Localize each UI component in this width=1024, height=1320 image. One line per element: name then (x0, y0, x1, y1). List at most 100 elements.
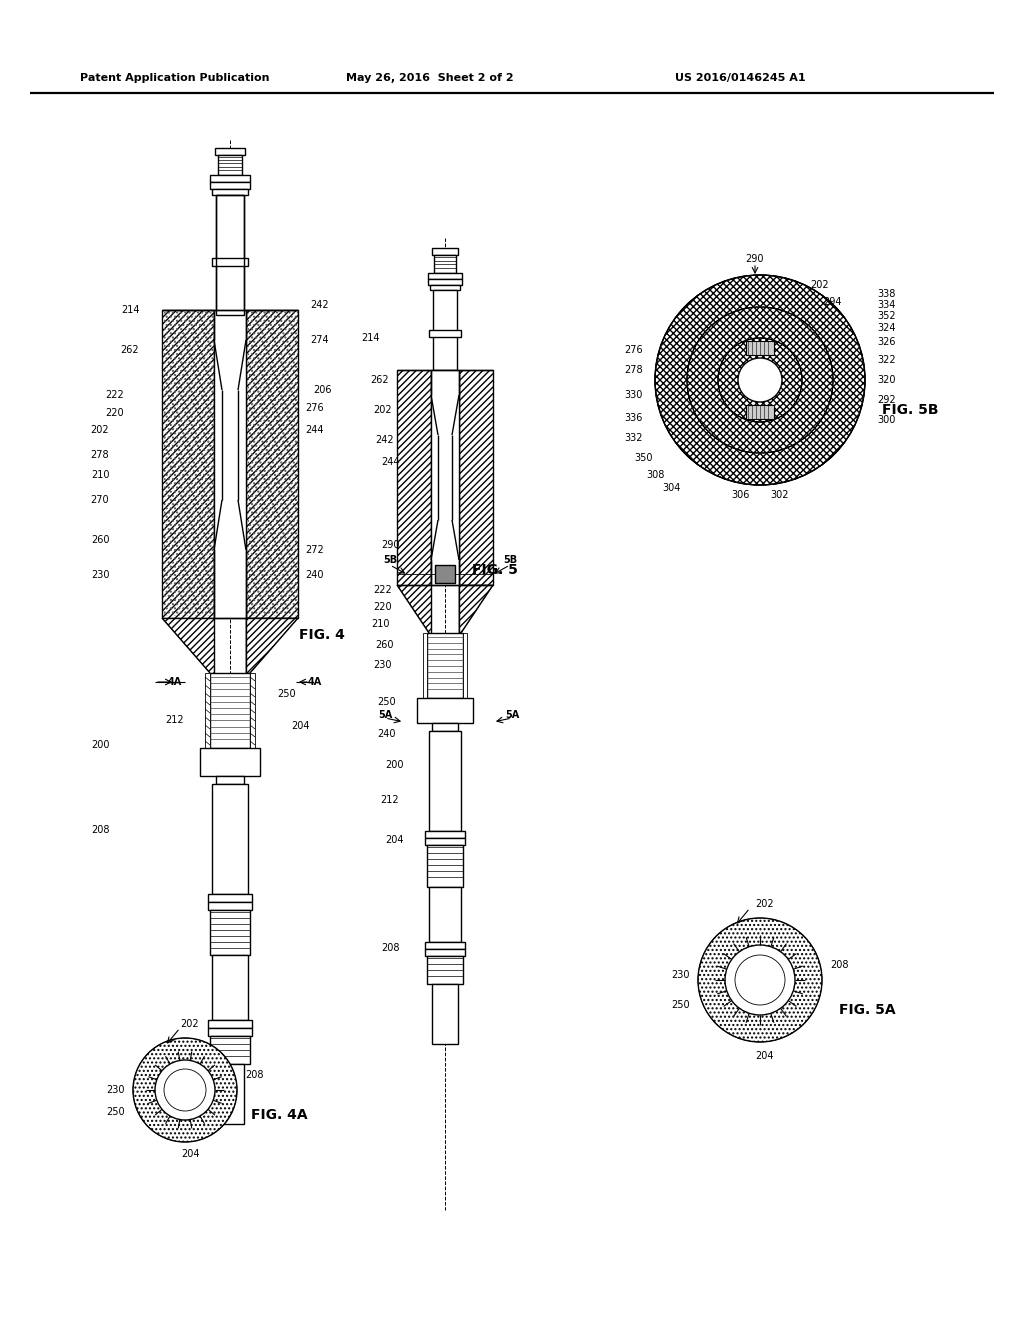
Text: US 2016/0146245 A1: US 2016/0146245 A1 (675, 73, 805, 83)
Text: 204: 204 (756, 1051, 774, 1061)
Circle shape (155, 1060, 215, 1119)
Text: 250: 250 (672, 1001, 690, 1010)
Bar (417, 698, 473, 723)
Bar (210, 176, 250, 182)
Text: 302: 302 (771, 490, 790, 500)
Bar (216, 1064, 244, 1125)
Circle shape (133, 1038, 237, 1142)
Text: 5A: 5A (378, 710, 392, 719)
Bar (432, 983, 458, 1044)
Text: 260: 260 (91, 535, 110, 545)
Text: 324: 324 (877, 323, 896, 333)
Bar (459, 370, 493, 585)
Circle shape (164, 1069, 206, 1111)
Text: 334: 334 (877, 300, 895, 310)
Text: 210: 210 (372, 619, 390, 630)
Bar (200, 748, 260, 776)
Text: 276: 276 (306, 403, 325, 413)
Text: 278: 278 (625, 366, 643, 375)
Text: 250: 250 (106, 1107, 125, 1117)
Bar (427, 845, 463, 887)
Text: 202: 202 (756, 899, 774, 909)
Bar (425, 949, 465, 956)
Text: FIG. 5: FIG. 5 (472, 564, 518, 577)
Text: 294: 294 (822, 297, 842, 308)
Text: 336: 336 (625, 413, 643, 422)
Text: 208: 208 (830, 960, 849, 970)
Text: 262: 262 (371, 375, 389, 385)
Bar (427, 956, 463, 983)
Bar (246, 310, 298, 618)
Text: 278: 278 (91, 450, 110, 459)
Bar (425, 832, 465, 838)
Text: 290: 290 (745, 253, 764, 264)
Text: 338: 338 (877, 289, 895, 300)
Text: FIG. 5A: FIG. 5A (839, 1003, 895, 1016)
Bar (210, 673, 250, 748)
Text: 210: 210 (91, 470, 110, 480)
Bar (208, 902, 252, 909)
Text: 242: 242 (376, 436, 394, 445)
Bar (212, 954, 248, 1020)
Bar (246, 310, 298, 618)
Text: 5A: 5A (505, 710, 519, 719)
Bar (164, 312, 214, 616)
Bar (397, 370, 431, 585)
Bar (210, 1036, 250, 1064)
Bar (208, 1020, 252, 1028)
Text: 250: 250 (378, 697, 396, 708)
Text: 202: 202 (180, 1019, 200, 1030)
Text: 222: 222 (374, 585, 392, 595)
Bar (428, 279, 462, 285)
Text: 204: 204 (386, 836, 404, 845)
Text: 260: 260 (376, 640, 394, 649)
Text: FIG. 4A: FIG. 4A (251, 1107, 307, 1122)
Text: May 26, 2016  Sheet 2 of 2: May 26, 2016 Sheet 2 of 2 (346, 73, 514, 83)
Text: 222: 222 (105, 389, 124, 400)
Text: FIG. 4: FIG. 4 (299, 628, 345, 642)
Bar (423, 634, 427, 698)
Bar (427, 634, 463, 698)
Text: 204: 204 (291, 721, 309, 731)
Text: 4A: 4A (168, 677, 182, 686)
Text: 202: 202 (91, 425, 110, 436)
Text: 212: 212 (381, 795, 399, 805)
Bar (425, 942, 465, 949)
Bar (434, 255, 456, 273)
Bar (397, 370, 431, 585)
Text: 4A: 4A (308, 677, 323, 686)
Text: 220: 220 (105, 408, 124, 418)
Text: 242: 242 (310, 300, 330, 310)
Bar (216, 195, 244, 315)
Bar (208, 894, 252, 902)
Text: 200: 200 (386, 760, 404, 770)
Bar (746, 341, 774, 355)
Bar (212, 784, 248, 894)
Text: 304: 304 (663, 483, 681, 492)
Text: 276: 276 (625, 345, 643, 355)
Bar (459, 370, 493, 585)
Text: 250: 250 (278, 689, 296, 700)
Text: 308: 308 (646, 470, 665, 480)
Text: 292: 292 (877, 395, 896, 405)
Text: 230: 230 (672, 970, 690, 979)
Bar (432, 723, 458, 731)
Text: 244: 244 (306, 425, 325, 436)
Bar (205, 673, 210, 748)
Bar (212, 189, 248, 195)
Bar (246, 618, 298, 673)
Text: 274: 274 (310, 335, 330, 345)
Text: 212: 212 (166, 715, 184, 725)
Bar (435, 565, 455, 583)
Bar (429, 731, 461, 832)
Bar (463, 634, 467, 698)
Bar (248, 312, 298, 616)
Text: 322: 322 (877, 355, 896, 366)
Text: 240: 240 (306, 570, 325, 579)
Text: 230: 230 (91, 570, 110, 579)
Text: 240: 240 (378, 729, 396, 739)
Bar (212, 257, 248, 267)
Text: 208: 208 (91, 825, 110, 836)
Bar (162, 618, 214, 673)
Text: 230: 230 (374, 660, 392, 671)
